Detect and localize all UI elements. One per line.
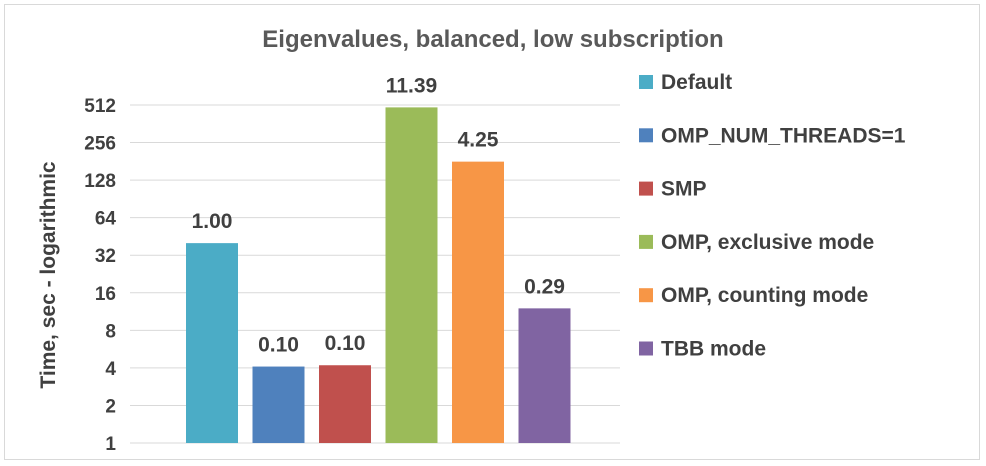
legend-label: OMP, counting mode xyxy=(661,284,868,307)
chart-frame: Eigenvalues, balanced, low subscription … xyxy=(4,4,980,460)
y-tick-label: 8 xyxy=(105,321,116,342)
legend-swatch xyxy=(639,288,653,303)
bar-chart: Eigenvalues, balanced, low subscription … xyxy=(37,26,906,455)
data-label: 0.29 xyxy=(524,275,565,298)
y-tick-label: 4 xyxy=(105,359,116,380)
legend-label: OMP, exclusive mode xyxy=(661,231,874,254)
data-labels: 1.00 0.10 0.10 11.39 4.25 0.29 xyxy=(192,74,565,356)
legend-label: SMP xyxy=(661,178,707,201)
data-label: 1.00 xyxy=(192,210,233,233)
y-tick-label: 64 xyxy=(95,209,117,230)
legend-swatch xyxy=(639,234,653,249)
y-tick-label: 128 xyxy=(84,171,116,192)
legend-item: Default xyxy=(639,71,732,94)
bar xyxy=(252,366,305,443)
y-tick-label: 16 xyxy=(95,284,116,305)
legend: Default OMP_NUM_THREADS=1 SMP OMP, exclusiv… xyxy=(639,71,906,361)
data-label: 0.10 xyxy=(325,332,366,355)
chart-title: Eigenvalues, balanced, low subscription xyxy=(262,26,723,53)
y-tick-label: 512 xyxy=(84,96,116,117)
bar xyxy=(452,161,504,444)
data-label: 0.10 xyxy=(258,334,299,357)
y-axis-ticks: 1 2 4 8 16 32 64 128 256 512 xyxy=(84,96,116,455)
legend-swatch xyxy=(639,128,653,143)
legend-item: OMP, exclusive mode xyxy=(639,231,874,254)
y-tick-label: 1 xyxy=(105,434,116,455)
data-label: 4.25 xyxy=(458,129,499,152)
y-tick-label: 256 xyxy=(84,134,116,155)
legend-item: TBB mode xyxy=(639,338,766,361)
legend-swatch xyxy=(639,75,653,89)
y-tick-label: 2 xyxy=(105,396,116,417)
legend-item: SMP xyxy=(639,178,707,201)
legend-label: Default xyxy=(661,71,732,94)
y-tick-label: 32 xyxy=(95,246,116,267)
y-axis-label: Time, sec - logarithmic xyxy=(37,161,60,389)
legend-swatch xyxy=(639,341,653,356)
bar xyxy=(319,365,371,443)
bar xyxy=(186,243,238,443)
legend-label: OMP_NUM_THREADS=1 xyxy=(661,124,906,147)
bars xyxy=(186,107,571,444)
legend-item: OMP, counting mode xyxy=(639,284,868,307)
legend-label: TBB mode xyxy=(661,338,766,361)
legend-item: OMP_NUM_THREADS=1 xyxy=(639,124,906,147)
legend-swatch xyxy=(639,181,653,196)
bar xyxy=(518,308,571,443)
data-label: 11.39 xyxy=(386,74,437,97)
bar xyxy=(385,107,438,443)
